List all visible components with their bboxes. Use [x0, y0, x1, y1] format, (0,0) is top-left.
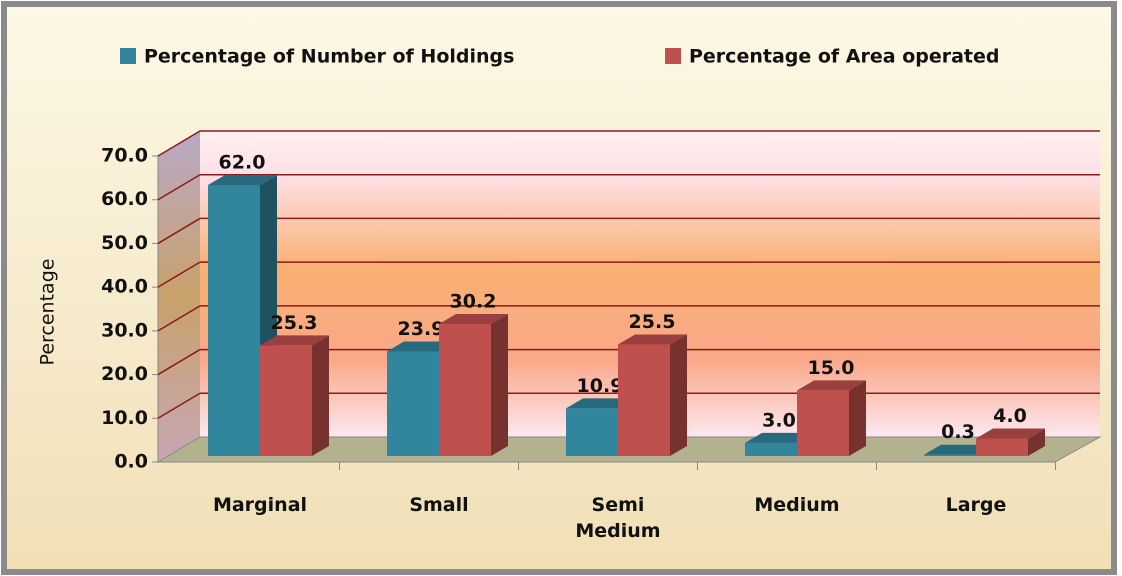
bar-top — [566, 398, 635, 409]
bar-top — [208, 174, 277, 185]
grid-line — [157, 261, 201, 288]
bar-side — [1028, 428, 1045, 456]
grid-line — [157, 130, 201, 157]
value-label: 15.0 — [808, 357, 855, 379]
y-axis-label: Percentage — [37, 259, 59, 366]
bar — [745, 442, 797, 456]
bar-side — [491, 313, 508, 456]
legend-swatch — [665, 48, 681, 64]
grid-line — [157, 217, 201, 245]
grid-line — [157, 392, 201, 419]
grid-line — [157, 174, 201, 201]
y-tick-label: 30.0 — [101, 319, 148, 341]
x-tick-label: Medium — [754, 494, 840, 516]
value-label: 3.0 — [762, 409, 796, 431]
y-tick-label: 0.0 — [114, 451, 148, 473]
bar-top — [924, 444, 993, 455]
bar — [924, 454, 976, 456]
bar-side — [670, 334, 687, 456]
value-label: 10.9 — [577, 375, 624, 397]
legend-label: Percentage of Number of Holdings — [144, 46, 514, 68]
value-label: 0.3 — [941, 421, 975, 443]
value-label: 30.2 — [450, 290, 497, 312]
bar — [208, 184, 260, 456]
y-tick-label: 50.0 — [101, 232, 148, 254]
y-tick-label: 60.0 — [101, 188, 148, 210]
bar-side — [312, 335, 329, 456]
bar — [387, 351, 439, 456]
bar-side — [849, 380, 866, 456]
legend-swatch — [120, 48, 136, 64]
bar — [260, 345, 312, 456]
bar — [566, 408, 618, 456]
x-tick-label: Large — [945, 494, 1007, 516]
bar — [797, 390, 849, 456]
value-label: 62.0 — [219, 151, 266, 173]
grid-line — [157, 348, 201, 376]
bar-top — [387, 341, 456, 352]
bar-top — [439, 313, 508, 324]
bar-top — [745, 432, 814, 443]
value-label: 25.5 — [629, 311, 676, 333]
bar-top — [618, 334, 687, 345]
value-label: 25.3 — [271, 312, 318, 334]
x-tick-label: Semi Medium — [575, 494, 661, 542]
x-tick-label: Marginal — [212, 494, 308, 516]
y-tick-label: 20.0 — [101, 363, 148, 385]
y-tick-label: 10.0 — [101, 407, 148, 429]
bar — [976, 438, 1028, 456]
value-label: 23.9 — [398, 318, 445, 340]
y-tick-label: 70.0 — [101, 145, 148, 167]
bar — [618, 344, 670, 456]
bar-top — [976, 428, 1045, 439]
x-tick-label: Small — [409, 494, 469, 516]
bar-top — [260, 335, 329, 346]
value-label: 4.0 — [993, 405, 1027, 427]
legend-label: Percentage of Area operated — [689, 46, 1000, 68]
y-tick-label: 40.0 — [101, 276, 148, 298]
bar-top — [797, 380, 866, 391]
grid-line — [157, 305, 201, 332]
side-wall — [158, 130, 200, 462]
bar — [439, 323, 491, 456]
